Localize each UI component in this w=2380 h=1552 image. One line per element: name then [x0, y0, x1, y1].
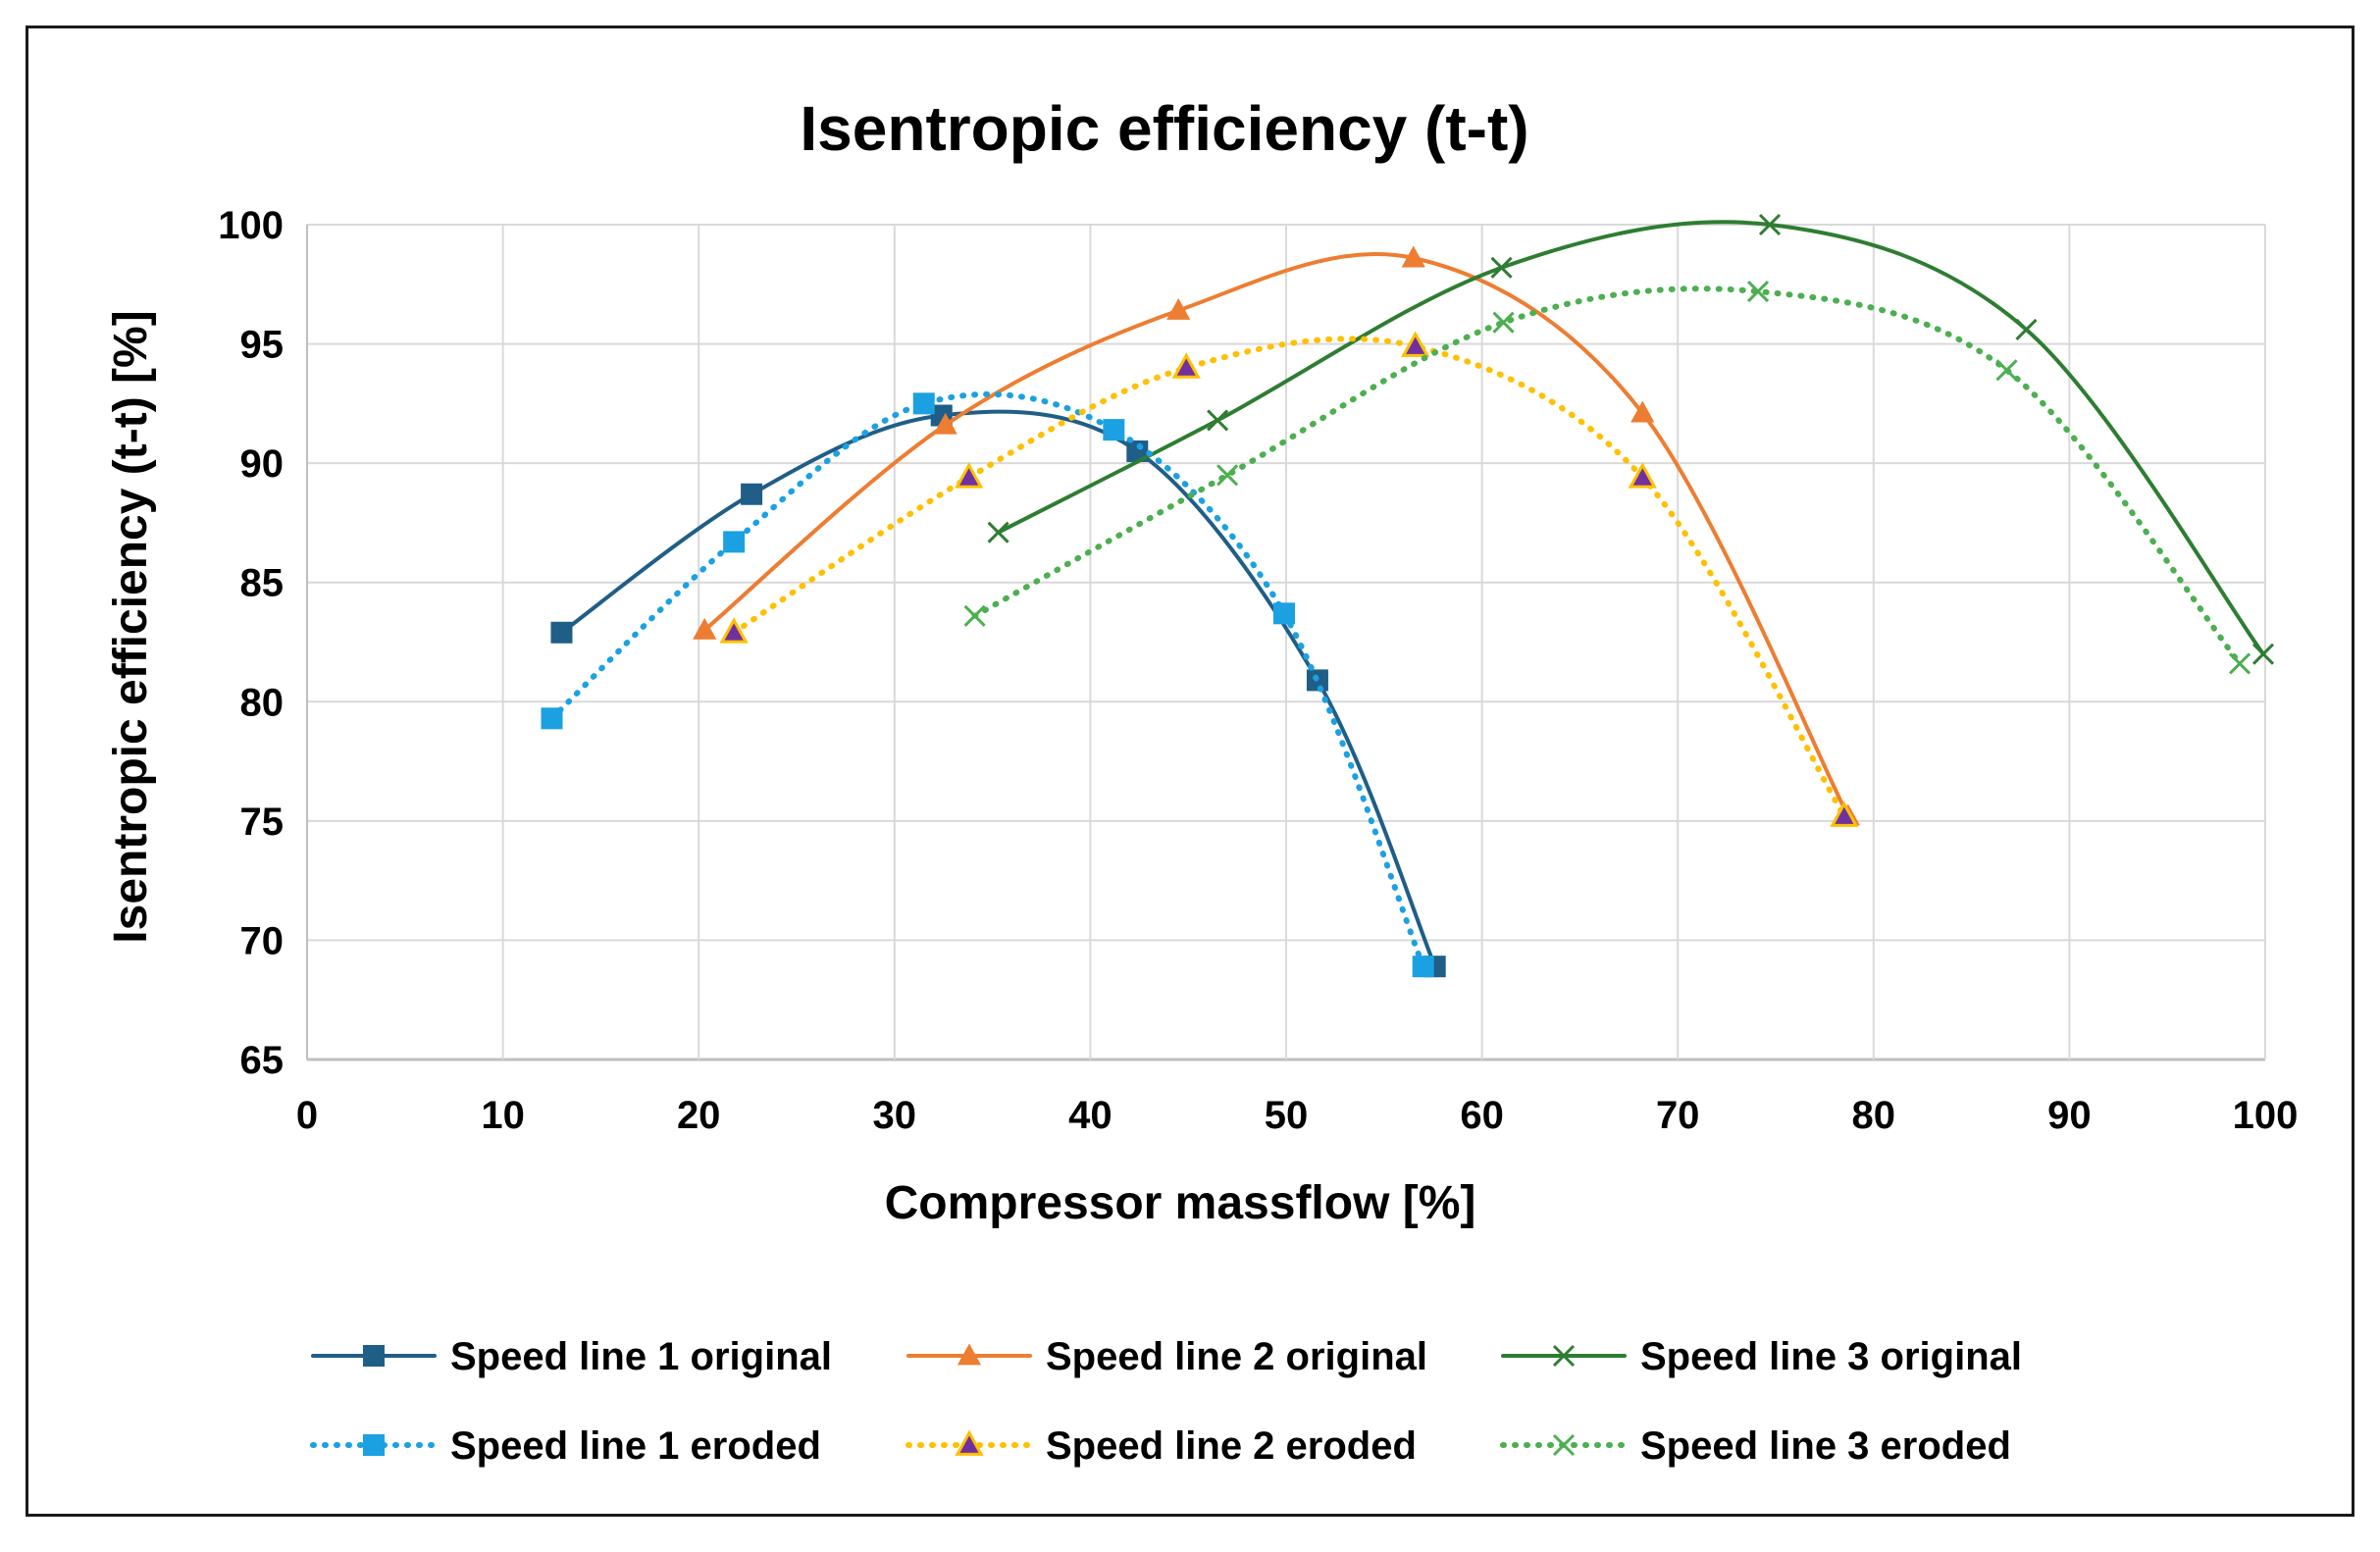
legend-label: Speed line 2 original	[1046, 1335, 1427, 1378]
x-axis-label: Compressor massflow [%]	[885, 1177, 1476, 1229]
data-point	[955, 462, 984, 489]
series-6	[963, 281, 2251, 675]
x-tick-label: 100	[2233, 1094, 2299, 1137]
legend-marker	[363, 1345, 385, 1367]
y-tick-label: 90	[240, 442, 285, 486]
series-line	[559, 409, 1437, 969]
data-point	[1412, 956, 1434, 978]
y-axis-label: Isentropic efficiency (t-t) [%]	[105, 310, 157, 943]
data-point	[541, 707, 563, 730]
legend-marker	[955, 1429, 984, 1456]
legend: Speed line 1 original Speed line 2 origin…	[310, 1335, 2022, 1468]
legend-label: Speed line 3 original	[1640, 1335, 2022, 1378]
data-point	[741, 483, 763, 505]
series-4	[541, 390, 1434, 978]
legend-marker	[1552, 1433, 1576, 1457]
data-point	[1995, 359, 2018, 382]
data-point	[1207, 409, 1229, 432]
x-tick-label: 30	[873, 1094, 917, 1137]
chart-frame: Isentropic efficiency (t-t) 65 70 75 80 85 90…	[26, 26, 2354, 1517]
y-tick-label: 65	[240, 1039, 285, 1082]
data-point	[933, 412, 957, 435]
series-line	[702, 251, 1850, 818]
legend-marker	[1552, 1344, 1576, 1368]
legend-marker	[363, 1434, 385, 1456]
x-tick-label: 10	[481, 1094, 525, 1137]
plot-area	[541, 213, 2275, 978]
y-tick-label: 70	[240, 919, 285, 962]
y-tick-label: 100	[218, 204, 284, 247]
y-tick-label: 75	[240, 801, 285, 844]
legend-marker	[957, 1343, 982, 1366]
data-point	[1103, 419, 1125, 441]
legend-item: Speed line 2 eroded	[905, 1424, 1417, 1468]
data-point	[550, 621, 573, 644]
data-point	[963, 604, 986, 627]
series-3	[987, 213, 2275, 665]
data-point	[1166, 297, 1191, 320]
x-tick-label: 60	[1460, 1094, 1504, 1137]
legend-label: Speed line 1 eroded	[450, 1424, 821, 1468]
y-tick-label: 80	[240, 681, 285, 724]
x-tick-label: 20	[677, 1094, 721, 1137]
series-line	[971, 285, 2244, 667]
series-5	[719, 331, 1859, 827]
legend-item: Speed line 3 original	[1501, 1335, 2022, 1378]
data-point	[693, 617, 717, 640]
x-tick-label: 50	[1265, 1094, 1309, 1137]
data-point	[1628, 462, 1657, 489]
data-point	[1630, 400, 1655, 423]
data-point	[1490, 256, 1513, 279]
legend-item: Speed line 1 eroded	[310, 1424, 821, 1468]
data-point	[2015, 318, 2038, 341]
data-point	[2251, 643, 2275, 665]
x-tick-label: 0	[296, 1094, 318, 1137]
series-line	[548, 390, 1426, 970]
data-point	[1273, 602, 1296, 625]
y-tick-label: 85	[240, 562, 285, 605]
data-point	[1758, 213, 1782, 236]
legend-item: Speed line 1 original	[311, 1335, 832, 1378]
series-1	[550, 404, 1446, 978]
x-tick-label: 90	[2047, 1094, 2092, 1137]
legend-label: Speed line 3 eroded	[1640, 1424, 2011, 1468]
data-point	[723, 531, 746, 553]
legend-item: Speed line 3 eroded	[1500, 1424, 2011, 1468]
data-point	[719, 617, 749, 644]
data-point	[912, 392, 935, 415]
data-point	[1216, 464, 1239, 487]
y-tick-label: 95	[240, 324, 285, 367]
legend-label: Speed line 1 original	[450, 1335, 832, 1378]
data-point	[2228, 652, 2251, 675]
x-tick-label: 70	[1656, 1094, 1700, 1137]
data-point	[1401, 245, 1425, 268]
data-point	[1830, 801, 1859, 827]
data-point	[1746, 281, 1770, 303]
legend-item: Speed line 2 original	[906, 1335, 1427, 1378]
legend-label: Speed line 2 eroded	[1046, 1424, 1417, 1468]
grid	[307, 224, 2266, 1061]
data-point	[987, 521, 1009, 543]
chart-title: Isentropic efficiency (t-t)	[800, 93, 1528, 164]
data-point	[1401, 331, 1430, 357]
data-point	[1171, 352, 1201, 379]
chart: Isentropic efficiency (t-t) 65 70 75 80 85 90…	[105, 93, 2298, 1468]
x-tick-label: 80	[1852, 1094, 1896, 1137]
x-tick-label: 40	[1068, 1094, 1112, 1137]
axes: 65 70 75 80 85 90 95 100 0 10 20 30 40 50 60 70 80 90 100	[218, 204, 2298, 1137]
data-point	[1492, 311, 1515, 334]
